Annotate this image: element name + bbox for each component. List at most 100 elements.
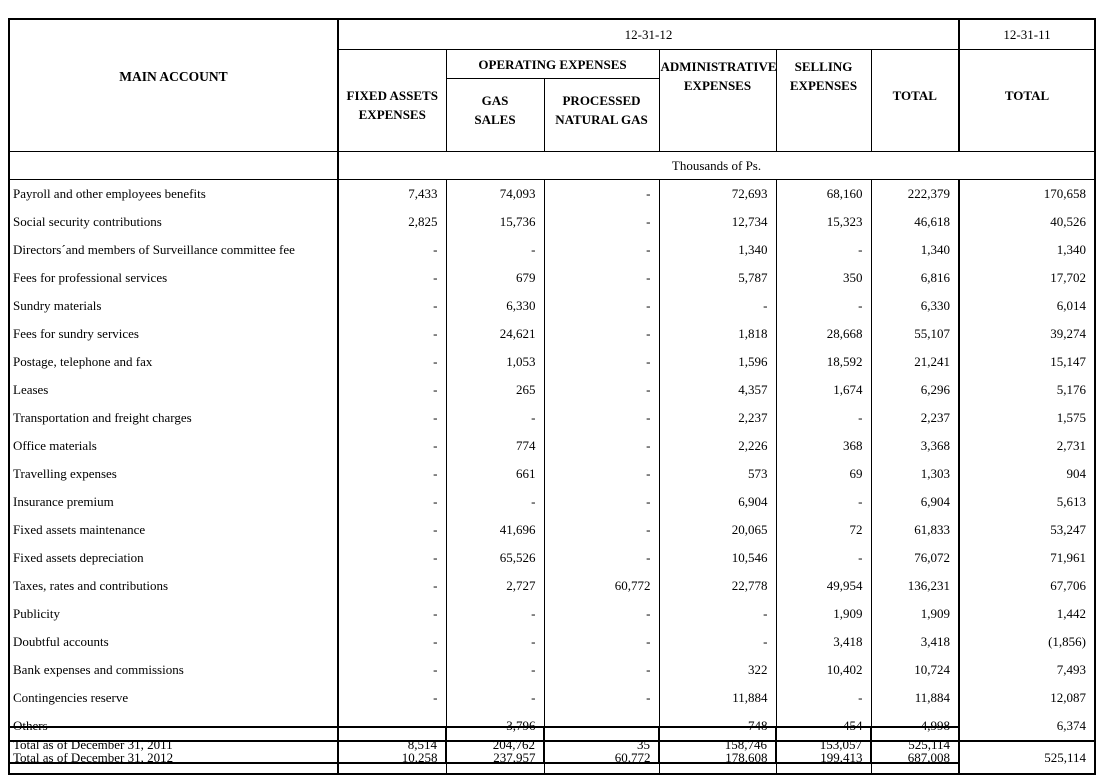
row-label: Social security contributions xyxy=(13,214,162,229)
value-cell: - xyxy=(337,656,446,684)
value-cell: 6,904 xyxy=(870,488,960,516)
table-row: Leases -265-4,357 1,674 6,296 5,176 xyxy=(9,376,1096,404)
value-cell: - xyxy=(337,432,446,460)
value-cell: 24,621 xyxy=(445,320,544,348)
value-cell: 15,323 xyxy=(775,208,871,236)
value-cell: - xyxy=(543,376,659,404)
value-cell: - xyxy=(337,292,446,320)
col-header-processed-natural-gas: PROCESSED NATURAL GAS xyxy=(543,78,659,152)
value-cell: - xyxy=(775,404,871,432)
table-row: Office materials -774-2,226 368 3,368 2,731 xyxy=(9,432,1096,460)
units-row-spacer xyxy=(9,151,338,180)
value-cell: 1,340 xyxy=(870,236,960,264)
value-cell: 1,442 xyxy=(958,600,1096,628)
value-cell: - xyxy=(543,684,659,712)
row-label: Fees for professional services xyxy=(13,270,168,285)
total-2011-value: 35 xyxy=(543,727,659,763)
value-cell: 65,526 xyxy=(445,544,544,572)
value-cell: 1,303 xyxy=(870,460,960,488)
value-cell: - xyxy=(337,600,446,628)
value-cell: 76,072 xyxy=(870,544,960,572)
value-cell: 661 xyxy=(445,460,544,488)
value-cell: 6,296 xyxy=(870,376,960,404)
value-cell: - xyxy=(445,600,544,628)
value-cell: 18,592 xyxy=(775,348,871,376)
table-row: Fees for professional services -679-5,787… xyxy=(9,264,1096,292)
value-cell: 1,909 xyxy=(775,600,871,628)
value-cell: - xyxy=(543,432,659,460)
total-2011-value: 158,746 xyxy=(658,727,776,763)
value-cell: 22,778 xyxy=(658,572,776,600)
table-row: Transportation and freight charges - - -2,2… xyxy=(9,404,1096,432)
value-cell: 12,087 xyxy=(958,684,1096,712)
value-cell: 61,833 xyxy=(870,516,960,544)
row-label: Travelling expenses xyxy=(13,466,117,481)
value-cell: 2,237 xyxy=(870,404,960,432)
value-cell: - xyxy=(337,320,446,348)
units-row: Thousands of Ps. xyxy=(9,151,1096,180)
value-cell: 222,379 xyxy=(870,179,960,208)
total-2011-label: Total as of December 31, 2011 xyxy=(13,737,173,752)
table-row: Doubtful accounts - - - -3,418 3,418 (1,856) xyxy=(9,628,1096,656)
row-label: Payroll and other employees benefits xyxy=(13,186,206,201)
value-cell: 2,727 xyxy=(445,572,544,600)
col-header-line: FIXED ASSETS xyxy=(346,88,438,103)
table-row: Taxes, rates and contributions -2,727 60,7… xyxy=(9,572,1096,600)
period-2012-header: 12-31-12 xyxy=(336,19,960,50)
value-cell: 679 xyxy=(445,264,544,292)
value-cell: 10,724 xyxy=(870,656,960,684)
table-row: Fixed assets maintenance -41,696-20,065 72… xyxy=(9,516,1096,544)
value-cell: 60,772 xyxy=(543,572,659,600)
value-cell: 17,702 xyxy=(958,264,1096,292)
table-row: Payroll and other employees benefits 7,43… xyxy=(9,179,1096,208)
value-cell: 4,357 xyxy=(658,376,776,404)
value-cell: - xyxy=(658,292,776,320)
value-cell: 1,818 xyxy=(658,320,776,348)
value-cell: 15,736 xyxy=(445,208,544,236)
table-row: Directors´and members of Surveillance co… xyxy=(9,236,1096,264)
value-cell: 11,884 xyxy=(658,684,776,712)
value-cell: - xyxy=(337,236,446,264)
value-cell: - xyxy=(775,488,871,516)
total-2011-value: 204,762 xyxy=(445,727,544,763)
value-cell: 21,241 xyxy=(870,348,960,376)
table-row: Sundry materials -6,330- - -6,330 6,014 xyxy=(9,292,1096,320)
row-label: Sundry materials xyxy=(13,298,102,313)
value-cell: - xyxy=(445,404,544,432)
value-cell: 5,176 xyxy=(958,376,1096,404)
value-cell: 3,368 xyxy=(870,432,960,460)
value-cell: 350 xyxy=(775,264,871,292)
value-cell: 3,418 xyxy=(775,628,871,656)
value-cell: - xyxy=(543,600,659,628)
value-cell: 573 xyxy=(658,460,776,488)
value-cell: - xyxy=(445,488,544,516)
col-header-line: ADMINISTRATIVE xyxy=(660,59,777,74)
value-cell: 69 xyxy=(775,460,871,488)
row-label: Postage, telephone and fax xyxy=(13,354,153,369)
value-cell: 1,340 xyxy=(658,236,776,264)
value-cell: 72,693 xyxy=(658,179,776,208)
value-cell: 904 xyxy=(958,460,1096,488)
col-header-line: PROCESSED xyxy=(562,92,641,108)
value-cell: 7,493 xyxy=(958,656,1096,684)
row-label: Fees for sundry services xyxy=(13,326,139,341)
value-cell: - xyxy=(337,572,446,600)
value-cell: - xyxy=(543,460,659,488)
col-header-total-2012: TOTAL xyxy=(870,49,960,152)
value-cell: - xyxy=(543,236,659,264)
value-cell: 2,237 xyxy=(658,404,776,432)
value-cell: 67,706 xyxy=(958,572,1096,600)
value-cell: (1,856) xyxy=(958,628,1096,656)
value-cell: - xyxy=(337,488,446,516)
value-cell: - xyxy=(775,292,871,320)
value-cell: - xyxy=(337,264,446,292)
value-cell: 5,787 xyxy=(658,264,776,292)
value-cell: 1,575 xyxy=(958,404,1096,432)
value-cell: 322 xyxy=(658,656,776,684)
value-cell: - xyxy=(543,404,659,432)
value-cell: - xyxy=(337,376,446,404)
table-row: Fixed assets depreciation -65,526-10,546-… xyxy=(9,544,1096,572)
expenses-table: MAIN ACCOUNT 12-31-12 12-31-11 FIXED ASS… xyxy=(8,18,1097,775)
col-header-line: SELLING xyxy=(794,59,853,74)
